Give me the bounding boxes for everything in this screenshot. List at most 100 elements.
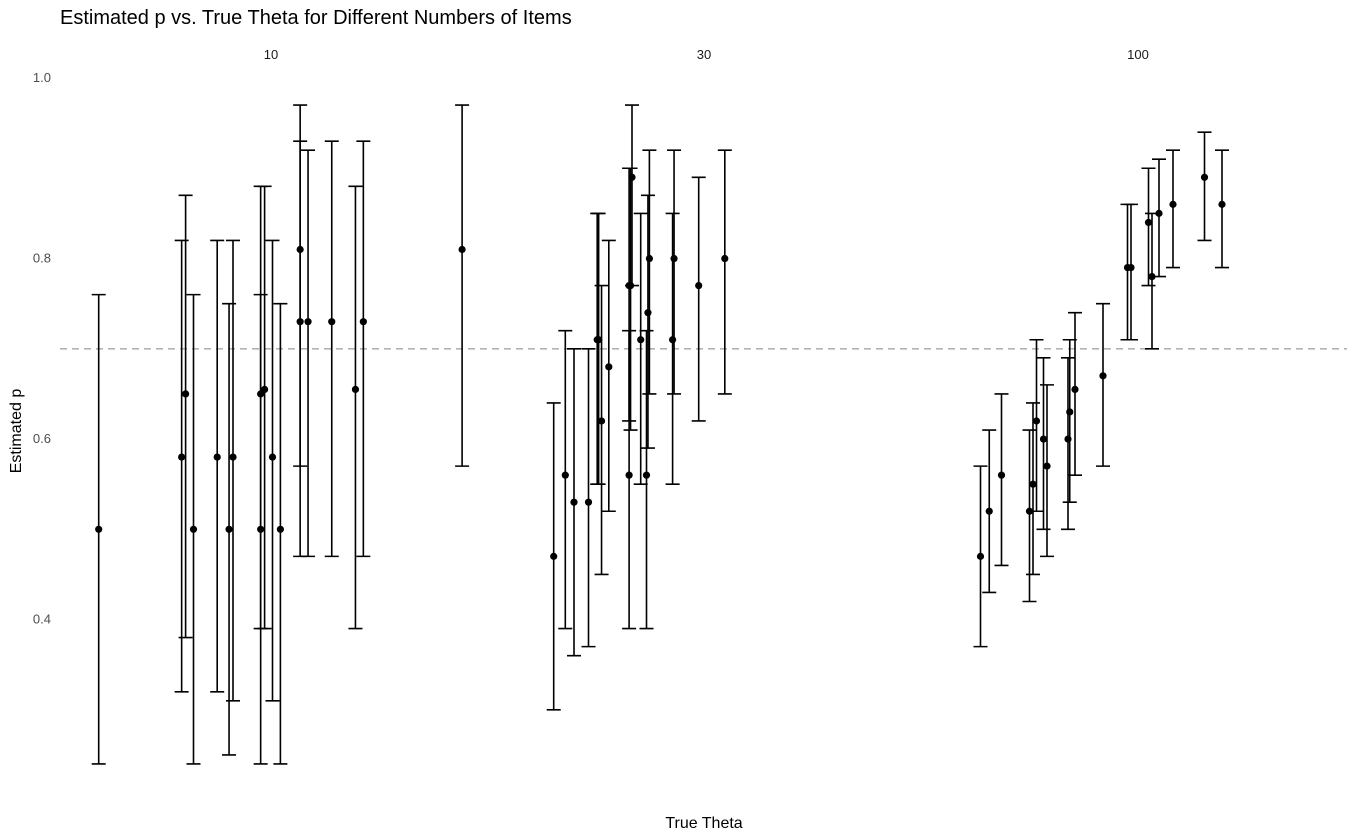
data-point bbox=[1144, 218, 1153, 227]
data-point bbox=[1066, 408, 1074, 416]
data-point bbox=[1218, 200, 1226, 208]
panel-100 bbox=[973, 131, 1229, 648]
data-point bbox=[721, 254, 729, 263]
data-point bbox=[178, 453, 186, 461]
data-point bbox=[1029, 480, 1037, 488]
panel-30 bbox=[546, 104, 732, 711]
data-point bbox=[637, 336, 645, 344]
data-point bbox=[550, 552, 558, 560]
error-bar bbox=[455, 104, 470, 467]
y-tick-label: 0.8 bbox=[33, 251, 51, 266]
error-bar bbox=[1215, 149, 1229, 269]
error-bar bbox=[210, 239, 225, 693]
facet-label-10: 10 bbox=[264, 47, 278, 62]
chart-title: Estimated p vs. True Theta for Different… bbox=[60, 7, 572, 29]
data-point bbox=[985, 507, 993, 515]
data-point bbox=[261, 385, 269, 393]
data-point bbox=[645, 254, 654, 263]
data-point bbox=[189, 525, 198, 533]
error-bar bbox=[640, 194, 655, 449]
y-tick-label: 1.0 bbox=[33, 70, 51, 85]
x-axis-title: True Theta bbox=[665, 815, 742, 832]
error-bar bbox=[581, 347, 596, 648]
facet-label-100: 100 bbox=[1127, 47, 1149, 62]
error-bar bbox=[253, 185, 268, 630]
error-bar bbox=[1141, 167, 1156, 287]
error-bar bbox=[356, 140, 371, 558]
error-bar bbox=[293, 104, 308, 467]
facet-label-30: 30 bbox=[697, 47, 711, 62]
data-point bbox=[351, 385, 360, 393]
error-bar bbox=[226, 239, 240, 702]
error-bar bbox=[1022, 429, 1037, 603]
error-bar bbox=[301, 149, 316, 558]
data-point bbox=[597, 417, 606, 425]
y-tick-label: 0.6 bbox=[33, 431, 51, 446]
error-bar bbox=[1166, 149, 1180, 269]
error-bar bbox=[1061, 357, 1075, 531]
error-bar bbox=[257, 185, 272, 630]
data-point bbox=[276, 525, 284, 533]
error-bar bbox=[633, 212, 648, 485]
data-point bbox=[296, 245, 304, 254]
error-bar bbox=[622, 167, 637, 422]
error-bar bbox=[1145, 212, 1159, 350]
error-bar bbox=[1120, 203, 1135, 341]
data-point bbox=[213, 453, 221, 461]
data-point bbox=[225, 525, 233, 533]
error-bar bbox=[324, 140, 339, 558]
error-bar bbox=[1029, 338, 1044, 513]
data-point bbox=[1043, 462, 1051, 470]
data-point bbox=[182, 390, 190, 398]
error-bar bbox=[625, 104, 639, 287]
error-bar bbox=[639, 329, 654, 630]
data-point bbox=[561, 471, 569, 479]
y-axis-ticks: 0.4 0.6 0.8 1.0 bbox=[33, 70, 51, 627]
data-point bbox=[644, 309, 652, 317]
data-point bbox=[605, 363, 613, 371]
data-point bbox=[304, 318, 312, 326]
error-bar bbox=[348, 185, 363, 630]
error-bar bbox=[642, 149, 657, 395]
error-bar bbox=[591, 212, 606, 485]
data-point bbox=[670, 254, 678, 263]
error-bar bbox=[601, 239, 616, 513]
data-point bbox=[625, 471, 633, 479]
data-point bbox=[628, 173, 636, 181]
error-bar bbox=[1152, 158, 1166, 278]
plot-panels bbox=[91, 104, 1229, 765]
data-point bbox=[1169, 200, 1177, 208]
data-point bbox=[1032, 417, 1041, 425]
error-bar bbox=[174, 239, 189, 693]
error-bar bbox=[623, 167, 638, 431]
data-point bbox=[229, 453, 237, 461]
data-point bbox=[95, 525, 103, 533]
data-point bbox=[695, 281, 703, 290]
error-bar bbox=[691, 176, 706, 422]
data-point bbox=[976, 552, 985, 560]
error-bar bbox=[1026, 402, 1040, 576]
error-bar bbox=[717, 149, 732, 395]
data-point bbox=[1127, 263, 1135, 272]
data-point bbox=[1071, 385, 1079, 393]
data-point bbox=[328, 318, 336, 326]
error-bar bbox=[265, 239, 280, 702]
data-point bbox=[997, 471, 1006, 479]
data-point bbox=[669, 336, 677, 344]
error-bar bbox=[273, 302, 288, 765]
data-point bbox=[570, 498, 578, 506]
error-bar bbox=[994, 393, 1009, 567]
data-point bbox=[359, 318, 367, 326]
data-point bbox=[458, 245, 466, 254]
panel-10 bbox=[91, 104, 470, 765]
error-bar bbox=[1040, 384, 1054, 558]
data-point bbox=[1155, 209, 1163, 217]
data-point bbox=[1099, 372, 1107, 380]
y-tick-label: 0.4 bbox=[33, 612, 51, 627]
error-bar bbox=[178, 194, 193, 639]
data-point bbox=[1200, 173, 1209, 181]
data-point bbox=[584, 498, 593, 506]
error-bar bbox=[1068, 311, 1082, 476]
error-bar bbox=[1096, 302, 1110, 467]
